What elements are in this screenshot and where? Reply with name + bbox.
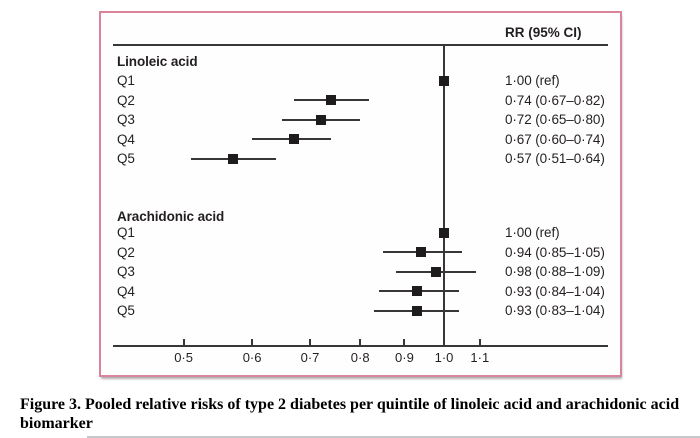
x-axis-tick-label: 1·1 — [470, 350, 490, 365]
rr-marker — [415, 247, 426, 258]
quintile-label: Q5 — [117, 151, 135, 166]
quintile-label: Q2 — [117, 244, 135, 260]
rr-marker — [288, 134, 299, 145]
rr-ci-text: 1·00 (ref) — [505, 225, 560, 240]
figure-caption: Figure 3. Pooled relative risks of type … — [20, 395, 692, 433]
x-axis-tick-label: 0·5 — [174, 350, 193, 365]
group-label: Linoleic acid — [117, 54, 198, 69]
rr-marker — [411, 286, 422, 297]
x-axis-tick — [403, 339, 406, 345]
x-axis-tick-label: 0·7 — [300, 350, 320, 365]
x-axis-tick-label: 0·6 — [242, 350, 262, 365]
x-axis-line — [113, 345, 608, 347]
rr-column-header: RR (95% CI) — [505, 25, 582, 40]
rr-marker — [325, 95, 336, 106]
rr-ci-text: 0·67 (0·60–0·74) — [505, 131, 605, 147]
rr-ci-text: 0·57 (0·51–0·64) — [505, 151, 605, 166]
rr-ci-text: 0·93 (0·84–1·04) — [505, 283, 605, 299]
page-bottom-divider — [87, 436, 700, 438]
rr-ci-text: 0·94 (0·85–1·05) — [505, 244, 605, 260]
quintile-label: Q3 — [117, 112, 135, 127]
rr-ci-text: 0·74 (0·67–0·82) — [505, 92, 605, 108]
x-axis-tick — [182, 339, 185, 345]
rr-ci-text: 1·00 (ref) — [505, 73, 560, 88]
x-axis-tick — [309, 339, 311, 345]
x-axis-tick — [359, 339, 362, 345]
rr-marker — [439, 75, 449, 86]
rr-marker — [439, 227, 449, 238]
rr-marker — [315, 114, 326, 125]
rr-ci-text: 0·98 (0·88–1·09) — [505, 264, 605, 279]
rr-ci-text: 0·72 (0·65–0·80) — [505, 112, 605, 127]
reference-line — [443, 46, 445, 345]
rr-marker — [431, 266, 442, 277]
figure-caption-line1: Figure 3. Pooled relative risks of type … — [20, 396, 680, 413]
forest-plot-panel — [99, 11, 622, 377]
x-axis-tick-label: 0·8 — [350, 350, 370, 365]
quintile-label: Q4 — [117, 131, 135, 147]
figure-caption-line2: biomarker — [20, 415, 93, 432]
x-axis-tick — [251, 339, 254, 345]
x-axis-tick — [478, 339, 481, 345]
quintile-label: Q1 — [117, 225, 135, 240]
x-axis-tick — [443, 339, 445, 345]
rr-marker — [411, 305, 422, 316]
column-header-rule — [113, 44, 608, 46]
quintile-label: Q5 — [117, 303, 135, 318]
quintile-label: Q4 — [117, 283, 135, 299]
quintile-label: Q3 — [117, 264, 135, 279]
rr-ci-text: 0·93 (0·83–1·04) — [505, 303, 605, 318]
x-axis-tick-label: 1·0 — [434, 350, 454, 365]
rr-marker — [227, 153, 238, 164]
group-label: Arachidonic acid — [117, 209, 225, 224]
quintile-label: Q1 — [117, 73, 135, 88]
x-axis-tick-label: 0·9 — [395, 350, 414, 365]
quintile-label: Q2 — [117, 92, 135, 108]
